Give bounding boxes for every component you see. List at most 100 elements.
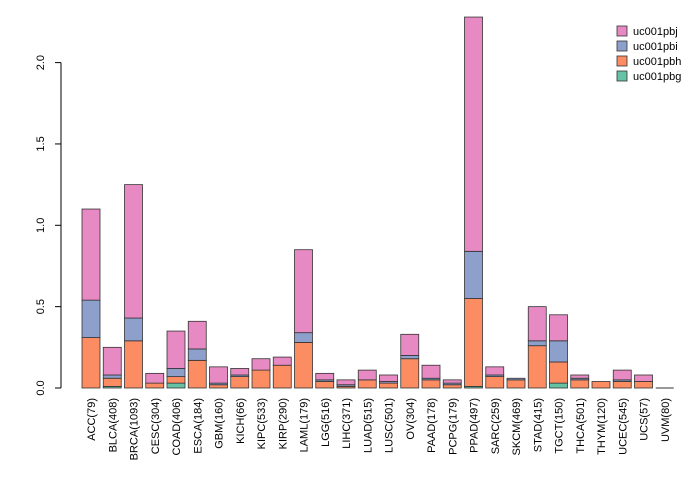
bar-segment-uc001pbj xyxy=(102,346,122,376)
bar-segment-uc001pbi xyxy=(187,348,207,361)
x-tick-label: SKCM(469) xyxy=(511,398,523,455)
x-tick-label: THYM(120) xyxy=(596,398,608,455)
bar-segment-uc001pbj xyxy=(294,249,313,334)
bar-segment-uc001pbh xyxy=(166,376,186,384)
legend-swatch xyxy=(616,40,628,52)
bar-segment-uc001pbj xyxy=(230,368,250,376)
bar-segment-uc001pbh xyxy=(251,369,271,389)
bar-segment-uc001pbh xyxy=(294,342,313,389)
legend-label: uc001pbi xyxy=(633,41,678,53)
legend-item: uc001pbj xyxy=(616,25,678,38)
legend: uc001pbj uc001pbi uc001pbh uc001pbg xyxy=(616,25,681,83)
x-tick-label: LUSC(501) xyxy=(384,398,396,453)
bar-segment-uc001pbh xyxy=(209,384,228,389)
x-axis-labels: ACC(79) BLCA(408) BRCA(1093) CESC(304) COAD(… xyxy=(86,398,672,460)
bar-segment-uc001pbj xyxy=(124,184,143,319)
x-tick-label: ACC(79) xyxy=(86,398,98,441)
legend-swatch xyxy=(616,55,628,67)
bar-segment-uc001pbj xyxy=(400,333,420,356)
x-tick-label: PAAD(178) xyxy=(426,398,438,453)
bar-segment-uc001pbh xyxy=(400,358,420,389)
bar-segment-uc001pbh xyxy=(102,377,122,387)
bar-segment-uc001pbh xyxy=(421,379,441,389)
x-tick-label: LUAD(515) xyxy=(362,398,374,453)
x-tick-label: UCEC(545) xyxy=(617,398,629,455)
bar-segment-uc001pbi xyxy=(464,250,483,299)
x-tick-label: GBM(160) xyxy=(214,398,226,449)
y-tick-label: 2.0 xyxy=(35,55,47,70)
bars xyxy=(81,16,674,389)
bar-segment-uc001pbh xyxy=(634,381,653,389)
bar-segment-uc001pbi xyxy=(527,340,547,347)
bar-segment-uc001pbj xyxy=(612,369,632,381)
x-tick-label: SARC(259) xyxy=(490,398,502,454)
bar-segment-uc001pbh xyxy=(230,376,250,389)
bar-segment-uc001pbj xyxy=(315,372,335,381)
bar-segment-uc001pbj xyxy=(485,366,505,376)
bar-segment-uc001pbj xyxy=(421,364,441,379)
y-axis: 0.0 0.5 1.0 1.5 2.0 xyxy=(35,55,62,396)
x-tick-label: ESCA(184) xyxy=(192,398,204,454)
bar-segment-uc001pbj xyxy=(634,374,653,382)
x-tick-label: TGCT(150) xyxy=(554,398,566,454)
x-tick-label: LIHC(371) xyxy=(341,398,353,449)
x-tick-label: PCPG(179) xyxy=(447,398,459,455)
bar-segment-uc001pbh xyxy=(485,376,505,389)
bar-segment-uc001pbj xyxy=(187,320,207,350)
bar-segment-uc001pbi xyxy=(166,368,186,378)
bar-segment-uc001pbj xyxy=(272,356,292,366)
x-tick-label: KIRP(290) xyxy=(277,398,289,449)
bar-segment-uc001pbh xyxy=(442,384,462,389)
bar-segment-uc001pbj xyxy=(442,379,462,384)
bar-segment-uc001pbh xyxy=(612,381,632,389)
bar-segment-uc001pbj xyxy=(336,379,356,386)
legend-label: uc001pbg xyxy=(633,71,681,83)
bar-segment-uc001pbh xyxy=(549,361,568,384)
bar-segment-uc001pbh xyxy=(187,359,207,389)
bar-segment-uc001pbg xyxy=(549,382,568,389)
legend-item: uc001pbh xyxy=(616,55,681,68)
y-tick-label: 1.0 xyxy=(35,218,47,233)
legend-label: uc001pbj xyxy=(633,26,678,38)
x-tick-label: KIPC(533) xyxy=(256,398,268,449)
bar-segment-uc001pbh xyxy=(81,337,101,389)
bar-segment-uc001pbj xyxy=(166,330,186,369)
bar-segment-uc001pbi xyxy=(400,355,420,360)
x-tick-label: CESC(304) xyxy=(150,398,162,454)
x-tick-label: OV(304) xyxy=(405,398,417,440)
bar-segment-uc001pbh xyxy=(272,364,292,389)
bar-segment-uc001pbj xyxy=(549,314,568,342)
bar-segment-uc001pbh xyxy=(357,379,377,389)
x-tick-label: STAD(415) xyxy=(532,398,544,452)
x-tick-label: BRCA(1093) xyxy=(129,398,141,460)
bar-segment-uc001pbi xyxy=(506,377,526,381)
x-tick-label: COAD(406) xyxy=(171,398,183,455)
bar-segment-uc001pbi xyxy=(294,332,313,343)
bar-segment-uc001pbj xyxy=(209,366,228,384)
bar-segment-uc001pbg xyxy=(166,382,186,389)
bar-segment-uc001pbj xyxy=(527,306,547,342)
bar-segment-uc001pbj xyxy=(81,208,101,301)
bar-segment-uc001pbh xyxy=(379,382,398,389)
bar-segment-uc001pbj xyxy=(357,369,377,381)
x-tick-label: PPAD(497) xyxy=(469,398,481,453)
bar-segment-uc001pbj xyxy=(570,374,590,379)
bar-segment-uc001pbi xyxy=(124,317,143,342)
y-tick-label: 1.5 xyxy=(35,136,47,151)
x-tick-label: KICH(66) xyxy=(235,398,247,444)
bar-segment-uc001pbj xyxy=(379,374,398,382)
bar-segment-uc001pbh xyxy=(124,340,143,389)
legend-swatch xyxy=(616,70,628,82)
x-tick-label: UVM(80) xyxy=(660,398,672,442)
bar-segment-uc001pbh xyxy=(570,379,590,389)
bar-segment-uc001pbj xyxy=(145,372,165,384)
bar-segment-uc001pbi xyxy=(102,374,122,379)
bar-segment-uc001pbj xyxy=(464,16,483,252)
x-tick-label: UCS(57) xyxy=(639,398,651,441)
legend-item: uc001pbg xyxy=(616,70,681,83)
y-tick-label: 0.5 xyxy=(35,299,47,314)
bar-segment-uc001pbh xyxy=(464,298,483,387)
legend-swatch xyxy=(616,25,628,37)
legend-label: uc001pbh xyxy=(633,56,681,68)
